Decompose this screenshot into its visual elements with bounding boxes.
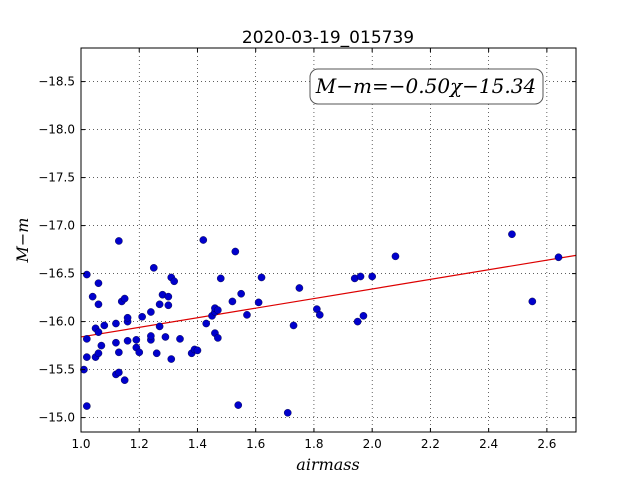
data-point xyxy=(295,284,304,292)
data-point xyxy=(391,252,400,261)
data-point xyxy=(234,401,243,409)
data-point xyxy=(237,289,245,298)
data-point xyxy=(228,297,237,306)
data-point xyxy=(112,319,120,328)
data-point xyxy=(132,336,141,344)
y-tick-label: −17.0 xyxy=(38,219,75,233)
data-point xyxy=(356,272,365,281)
data-point xyxy=(199,236,208,244)
data-point xyxy=(94,349,103,358)
data-point xyxy=(83,335,91,343)
data-point xyxy=(155,300,164,309)
data-point xyxy=(167,355,176,363)
data-point xyxy=(120,376,129,384)
data-point xyxy=(368,272,376,281)
data-point xyxy=(243,311,251,319)
data-point xyxy=(254,298,263,307)
data-point xyxy=(202,319,211,328)
fit-line-group xyxy=(80,254,577,338)
y-axis-label: M−m xyxy=(13,218,32,264)
y-tick-label: −15.5 xyxy=(38,363,75,377)
x-tick-labels: 1.0 1.2 1.4 1.6 1.8 2.0 2.2 2.4 2.6 xyxy=(71,437,556,451)
grid-lines xyxy=(80,48,576,432)
data-point xyxy=(554,253,563,262)
data-point xyxy=(94,328,103,336)
y-tick-label: −15.0 xyxy=(38,411,75,425)
x-tick-label: 2.6 xyxy=(537,437,556,451)
data-point xyxy=(193,346,202,355)
fit-equation-box: M−m=−0.50χ−15.34 xyxy=(309,68,544,105)
data-point xyxy=(216,274,225,283)
data-point xyxy=(135,348,144,357)
data-point xyxy=(115,368,123,377)
y-tick-label: −18.5 xyxy=(38,75,75,89)
data-point xyxy=(257,273,266,282)
data-point xyxy=(138,312,146,321)
data-point xyxy=(94,300,103,309)
data-point xyxy=(115,348,123,357)
data-point xyxy=(359,312,368,320)
data-point xyxy=(83,353,91,361)
x-tick-label: 2.4 xyxy=(479,437,498,451)
data-point xyxy=(170,277,178,286)
data-point xyxy=(283,408,292,417)
y-tick-label: −18.0 xyxy=(38,123,75,137)
data-point xyxy=(115,237,123,245)
y-tick-label: −16.5 xyxy=(38,267,75,281)
y-tick-label: −16.0 xyxy=(38,315,75,329)
data-point xyxy=(353,317,362,326)
data-point xyxy=(100,321,109,330)
data-point xyxy=(83,270,91,279)
data-point xyxy=(83,402,91,410)
data-point xyxy=(164,292,173,301)
y-tick-label: −17.5 xyxy=(38,171,75,185)
data-point xyxy=(149,264,158,272)
data-point xyxy=(155,322,164,331)
x-tick-label: 2.0 xyxy=(363,437,382,451)
data-point xyxy=(164,301,173,310)
y-tick-labels: −15.0 −15.5 −16.0 −16.5 −17.0 −17.5 −18.0 −18.5 xyxy=(38,75,75,425)
x-tick-label: 1.4 xyxy=(188,437,207,451)
data-point xyxy=(508,230,516,239)
data-point xyxy=(176,335,184,343)
data-point xyxy=(94,279,103,288)
data-point xyxy=(147,308,155,316)
x-tick-label: 1.8 xyxy=(304,437,323,451)
data-point xyxy=(147,332,155,340)
data-point xyxy=(123,336,132,345)
x-axis-label: airmass xyxy=(296,455,359,474)
data-point xyxy=(97,341,106,350)
data-point xyxy=(231,247,240,256)
data-point xyxy=(289,321,298,330)
data-point xyxy=(120,294,129,303)
chart-title: 2020-03-19_015739 xyxy=(242,28,414,48)
data-points xyxy=(80,230,563,417)
plot-frame xyxy=(80,47,577,433)
fit-equation-text: M−m=−0.50χ−15.34 xyxy=(315,74,536,98)
data-point xyxy=(161,333,170,341)
x-tick-label: 1.0 xyxy=(71,437,90,451)
axis-ticks xyxy=(80,48,576,432)
data-point xyxy=(88,292,97,301)
x-tick-label: 2.2 xyxy=(421,437,440,451)
data-point xyxy=(112,338,120,347)
data-point xyxy=(152,349,161,358)
data-point xyxy=(214,334,222,342)
data-point xyxy=(528,297,537,306)
x-tick-label: 1.6 xyxy=(246,437,265,451)
data-point xyxy=(123,313,132,322)
data-point xyxy=(315,311,324,319)
x-tick-label: 1.2 xyxy=(130,437,149,451)
data-point xyxy=(214,306,222,314)
fit-line xyxy=(80,254,577,338)
